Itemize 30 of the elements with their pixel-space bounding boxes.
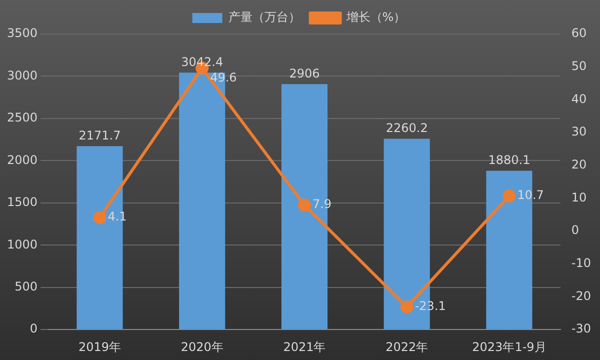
x-tick-label: 2019年	[78, 340, 121, 354]
x-tick-label: 2023年1-9月	[472, 340, 546, 354]
y2-tick-label: -20	[571, 288, 592, 303]
y-tick-label: 3000	[6, 68, 38, 82]
y2-tick-label: 60	[571, 26, 587, 40]
y-tick-label: 500	[14, 279, 38, 294]
data-label: 2260.2	[386, 120, 428, 135]
data-label: 3042.4	[181, 54, 224, 69]
x-tick-label: 2021年	[283, 340, 326, 354]
y-tick-label: 0	[30, 322, 38, 336]
y-tick-label: 1000	[6, 237, 38, 252]
y-tick-label: 2500	[6, 110, 38, 125]
data-label: 2171.7	[78, 128, 121, 142]
y2-tick-label: 30	[571, 124, 587, 139]
y2-tick-label: -30	[571, 322, 592, 336]
y2-tick-label: -10	[571, 256, 592, 270]
y-tick-label: 3500	[6, 26, 38, 40]
data-label: 2906	[289, 66, 320, 80]
x-tick-label: 2022年	[386, 340, 428, 354]
y2-tick-label: 0	[571, 223, 580, 238]
y-tick-label: 1500	[6, 195, 38, 210]
y2-tick-label: 20	[571, 158, 587, 172]
y-tick-label: 2000	[6, 152, 38, 167]
y2-tick-label: 40	[571, 92, 587, 106]
legend-label: 产量（万台）	[228, 10, 300, 24]
legend-label: 增长（%）	[345, 10, 406, 24]
y2-tick-label: 50	[571, 58, 587, 73]
x-tick-label: 2020年	[180, 340, 224, 354]
data-label: 1880.1	[488, 152, 530, 167]
y2-tick-label: 10	[571, 190, 587, 204]
